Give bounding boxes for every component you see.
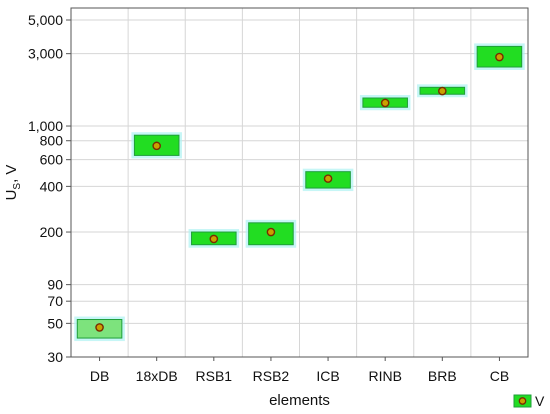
y-tick-label: 200	[40, 224, 64, 240]
boxes	[74, 43, 525, 342]
y-tick-label: 800	[40, 133, 64, 149]
y-tick-label: 5,000	[28, 12, 63, 28]
x-tick-label: RSB2	[253, 368, 290, 384]
y-tick-label: 70	[47, 293, 63, 309]
data-point	[266, 227, 276, 237]
y-tick-label: 400	[40, 178, 64, 194]
x-tick-label: RINB	[368, 368, 401, 384]
x-tick-label: ICB	[316, 368, 339, 384]
x-tick-label: BRB	[428, 368, 457, 384]
y-axis-title-unit: , V	[3, 165, 20, 183]
data-point	[323, 174, 333, 183]
data-point	[380, 98, 390, 108]
legend: V	[513, 393, 545, 409]
grid	[71, 8, 528, 358]
axes	[66, 7, 529, 361]
data-point	[152, 141, 161, 151]
data-point	[438, 86, 447, 96]
y-tick-label: 3,000	[28, 46, 63, 62]
x-tick-label: CB	[490, 368, 509, 384]
y-tick-label: 30	[47, 349, 63, 365]
y-axis-title-main: U	[3, 190, 20, 201]
y-axis-title-subscript: S	[12, 183, 23, 190]
plot-frame	[70, 7, 529, 358]
y-tick-label: 90	[47, 277, 63, 293]
legend-marker	[518, 397, 527, 405]
y-tick-label: 50	[47, 315, 63, 331]
x-tick-label: RSB1	[196, 368, 233, 384]
x-tick-label: 18xDB	[136, 368, 178, 384]
data-point	[495, 52, 504, 62]
x-tick-label: DB	[90, 368, 109, 384]
x-axis-title: elements	[269, 392, 330, 409]
data-point	[209, 234, 219, 244]
x-tick-labels: DB 18xDB RSB1 RSB2 ICB RINB BRB CB	[90, 368, 509, 384]
legend-label: V	[535, 393, 545, 409]
y-tick-label: 1,000	[28, 118, 63, 134]
y-tick-label: 600	[40, 152, 64, 168]
data-point	[95, 323, 104, 332]
y-axis-title: US, V	[3, 165, 23, 201]
